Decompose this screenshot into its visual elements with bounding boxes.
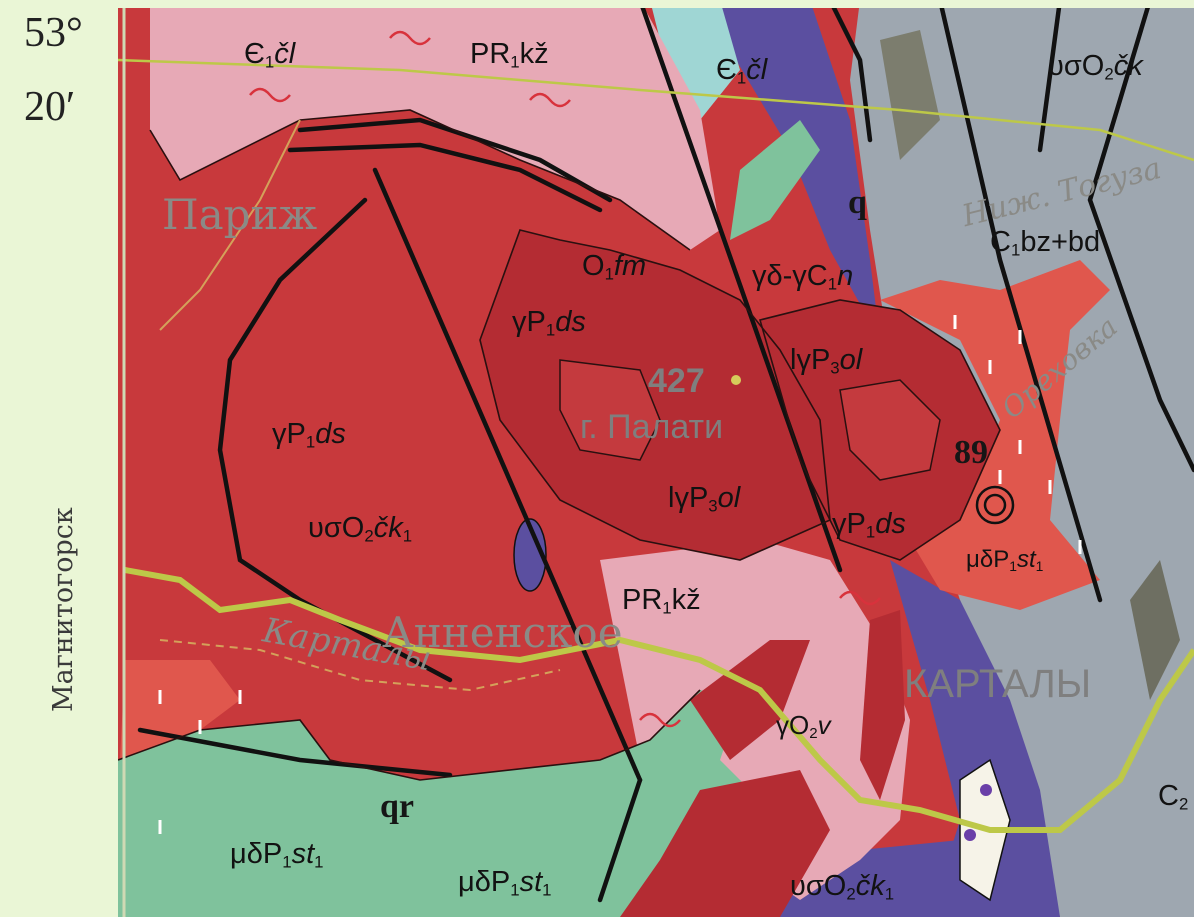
road bbox=[124, 567, 1194, 833]
label-gd-gc1n: γδ-γC1n bbox=[752, 260, 854, 294]
gray-lens bbox=[880, 30, 940, 160]
granite-inner-2 bbox=[839, 379, 941, 481]
pink-unit-north bbox=[150, 0, 720, 250]
label-c1cl-east: Є1čl bbox=[716, 54, 768, 88]
label-c1bz-bd: C1bz+bd bbox=[990, 226, 1101, 260]
fault-line bbox=[137, 727, 453, 778]
fault-line bbox=[597, 777, 643, 903]
fault-line bbox=[372, 167, 643, 783]
place-parizh: Париж bbox=[162, 190, 318, 239]
map-margin bbox=[0, 0, 118, 917]
cyan-band-1 bbox=[650, 0, 740, 120]
label-lgp3ol-east: lγP3ol bbox=[790, 344, 863, 378]
dash bbox=[158, 690, 242, 834]
fault-line bbox=[297, 117, 613, 203]
purple-dot bbox=[980, 784, 992, 796]
label-qr: qr bbox=[380, 788, 414, 825]
latitude-degrees: 53° bbox=[24, 10, 83, 56]
road-north bbox=[117, 58, 1194, 162]
contact bbox=[759, 299, 1001, 561]
contact bbox=[117, 689, 701, 781]
granite-finger-2 bbox=[860, 610, 905, 800]
label-c1cl: Є1čl bbox=[244, 38, 296, 72]
town-kartaly: КАРТАЛЫ bbox=[904, 662, 1092, 706]
granite-inner-1 bbox=[559, 359, 661, 461]
label-mdp1st1-east: μδP1st1 bbox=[966, 546, 1044, 574]
latitude-minutes: 20′ bbox=[24, 84, 76, 130]
white-dashes bbox=[158, 315, 1082, 834]
green-band-1 bbox=[730, 120, 820, 240]
label-vso2ck-north: υσO2čk bbox=[1048, 50, 1143, 84]
contact bbox=[479, 229, 831, 561]
label-vso2ck1-south: υσO2čk1 bbox=[790, 870, 895, 904]
wavy-symbol bbox=[839, 590, 881, 606]
label-pr1kz-mid: PR1kž bbox=[622, 584, 701, 618]
purple-dot bbox=[964, 829, 976, 841]
peak-elevation: 427 bbox=[648, 362, 705, 400]
label-gp1ds-west: γP1ds bbox=[272, 418, 346, 452]
label-gp1ds-center: γP1ds bbox=[512, 306, 586, 340]
fault-line bbox=[1087, 0, 1194, 473]
peak-marker bbox=[731, 375, 741, 385]
dash bbox=[953, 315, 1082, 554]
label-go2v: γO2v bbox=[776, 710, 831, 743]
label-gp1ds-east: γP1ds bbox=[832, 508, 906, 542]
top-frame bbox=[0, 0, 1194, 8]
label-vso2ck1-west: υσO2čk1 bbox=[308, 512, 413, 546]
label-89: 89 bbox=[954, 434, 988, 471]
label-o1fm: O1fm bbox=[582, 250, 647, 284]
label-mdp1st1-south: μδP1st1 bbox=[458, 866, 552, 900]
label-mdp1st1-west: μδP1st1 bbox=[230, 838, 324, 872]
salmon-body-west bbox=[120, 660, 240, 760]
fault-line bbox=[827, 0, 873, 143]
direction-label: Магнитогорск bbox=[48, 507, 79, 712]
fault-line bbox=[937, 0, 1103, 603]
granite-body-center bbox=[480, 230, 830, 560]
green-unit-south bbox=[118, 690, 770, 917]
purple-lens bbox=[513, 518, 547, 592]
wavy-symbol bbox=[389, 30, 431, 46]
label-c2: C2 bbox=[1158, 780, 1189, 814]
deposit-marker-inner bbox=[983, 493, 1007, 517]
wavy-symbol bbox=[529, 92, 571, 108]
granite-finger-3 bbox=[620, 770, 830, 917]
river bbox=[159, 119, 301, 331]
purple-belt-north bbox=[700, 0, 880, 340]
contact bbox=[149, 109, 691, 251]
fault-lines bbox=[137, 0, 1194, 903]
label-pr1kz-north: PR1kž bbox=[470, 38, 549, 72]
wavy-symbol bbox=[639, 712, 681, 728]
wavy-symbol bbox=[249, 87, 291, 103]
place-annenskoe: Анненское bbox=[382, 608, 623, 657]
peak-name: г. Палати bbox=[580, 408, 724, 446]
label-lgp3ol-center: lγP3ol bbox=[668, 482, 741, 516]
fault-line bbox=[287, 142, 603, 213]
label-q: q bbox=[848, 184, 867, 221]
symbols bbox=[249, 30, 881, 728]
granite-finger-1 bbox=[690, 640, 810, 760]
fault-line bbox=[217, 197, 453, 683]
gray-lens bbox=[1130, 560, 1180, 700]
deposit-marker bbox=[975, 485, 1015, 525]
contacts bbox=[117, 109, 1001, 781]
